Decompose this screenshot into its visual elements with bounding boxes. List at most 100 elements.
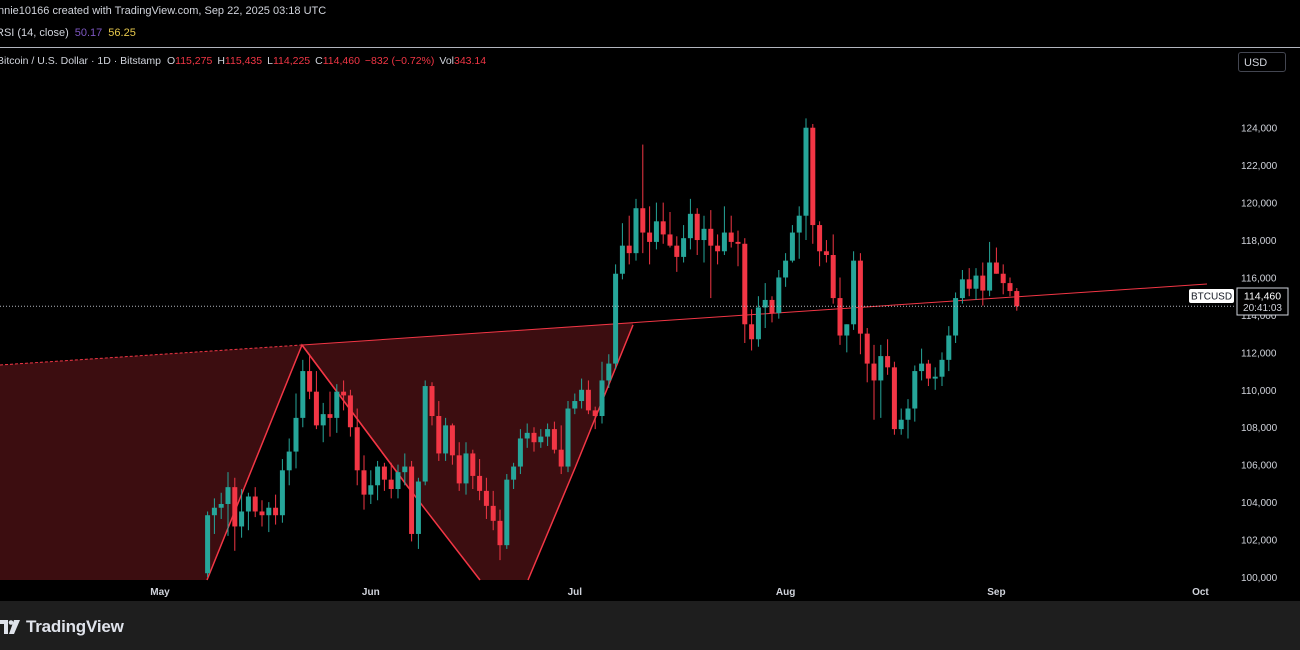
symbol-title[interactable]: Bitcoin / U.S. Dollar · 1D · Bitstamp [0, 55, 161, 67]
candle-body [796, 215, 802, 233]
candle-body [619, 245, 625, 274]
candle-body [463, 453, 469, 484]
candle-body [572, 401, 578, 409]
price-chart[interactable]: 100,000 102,000 104,000 106,000 108,000 110,0… [0, 0, 1300, 601]
candle-body [864, 333, 870, 364]
candle-body [449, 425, 455, 456]
open-label: O [166, 55, 176, 67]
candle-body [320, 414, 326, 426]
candle-body [273, 507, 279, 516]
price-axis[interactable]: 100,000 102,000 104,000 106,000 108,000 110,0… [1241, 124, 1278, 584]
high-label: H [217, 55, 225, 67]
candle-body [347, 395, 353, 428]
y-tick-label: 104,000 [1241, 498, 1278, 509]
candle-body [966, 279, 972, 289]
candle-body [830, 255, 836, 299]
candle-body [239, 511, 245, 527]
candle-body [878, 356, 884, 381]
ohlc-legend: Bitcoin / U.S. Dollar · 1D · Bitstamp O11… [0, 55, 491, 67]
rsi-indicator-row[interactable]: RSI (14, close) 50.17 56.25 [0, 27, 142, 39]
candle-body [300, 371, 306, 418]
candle-body [681, 238, 687, 257]
tradingview-logo-icon [0, 620, 20, 634]
candle-body [885, 356, 891, 368]
candle-body [443, 425, 449, 454]
candle-body [483, 490, 489, 506]
tradingview-logo[interactable]: TradingView [0, 617, 124, 637]
candle-body [925, 363, 931, 379]
close-value: 114,460 [322, 55, 360, 67]
candle-body [755, 307, 761, 340]
pattern-leg-mid[interactable] [301, 344, 409, 488]
footer-bar [0, 601, 1300, 650]
volume-value: 343.14 [454, 55, 487, 67]
y-tick-label: 108,000 [1241, 423, 1278, 434]
y-tick-label: 120,000 [1241, 199, 1278, 210]
candle-body [531, 432, 537, 443]
pattern-leg-right[interactable] [527, 324, 634, 581]
candle-body [953, 298, 959, 336]
candle-body [218, 503, 224, 508]
pane-separator[interactable] [0, 47, 1300, 48]
y-tick-label: 118,000 [1241, 236, 1277, 247]
y-tick-label: 110,000 [1241, 386, 1277, 397]
author-credit: nnie10166 created with TradingView.com, … [0, 5, 327, 17]
candle-body [857, 260, 863, 334]
candle-body [912, 371, 918, 409]
candle-body [715, 245, 721, 252]
pattern-line-trend[interactable] [301, 283, 1208, 346]
candle-body [987, 262, 993, 291]
candle-body [647, 232, 653, 242]
y-tick-label: 100,000 [1241, 573, 1278, 584]
candle-body [708, 228, 714, 246]
candle-body [293, 417, 299, 452]
candle-body [341, 391, 347, 396]
rsi-value-2: 56.25 [108, 27, 136, 39]
candle-body [585, 389, 591, 411]
pattern-line-dashed[interactable] [0, 344, 303, 366]
x-tick-label: Jun [362, 587, 380, 598]
symbol-tag: BTCUSD [1191, 292, 1232, 303]
candle-body [1007, 283, 1013, 292]
candle-body [517, 438, 523, 467]
candle-body [633, 208, 639, 254]
candle-body [905, 408, 911, 420]
countdown-tag: 20:41:03 [1243, 303, 1282, 314]
candle-body [381, 466, 387, 480]
candle-body [579, 389, 585, 402]
y-tick-label: 114,000 [1241, 311, 1277, 322]
watermark-bar: nnie10166 created with TradingView.com, … [0, 0, 1300, 24]
rsi-value-1: 50.17 [74, 27, 103, 39]
candle-body [837, 298, 843, 336]
candle-body [687, 213, 693, 239]
candle-body [429, 386, 435, 417]
candle-body [932, 376, 938, 379]
candle-body [898, 419, 904, 430]
x-tick-label: Jul [568, 587, 583, 598]
candle-body [776, 277, 782, 314]
candle-body [667, 234, 673, 246]
candle-body [545, 429, 551, 437]
candle-body [395, 472, 401, 490]
pattern-drawing[interactable] [0, 283, 1208, 581]
candle-body [613, 273, 619, 364]
candle-body [375, 466, 381, 486]
candle-body [653, 221, 659, 242]
candle-body [232, 487, 238, 527]
candle-body [266, 507, 272, 516]
currency-button[interactable]: USD [1238, 52, 1286, 72]
last-price-tag: 114,460 [1244, 291, 1281, 303]
candle-body [286, 451, 292, 471]
candle-body [1000, 273, 1006, 284]
candle-body [701, 228, 707, 241]
time-axis[interactable]: May Jun Jul Aug Sep Oct [150, 587, 1209, 598]
candle-body [511, 466, 517, 480]
candle-body [823, 251, 829, 256]
candles-layer [205, 118, 1020, 577]
candle-body [259, 511, 265, 516]
candle-body [211, 507, 217, 516]
candle-body [946, 335, 952, 360]
candle-body [470, 453, 476, 476]
open-value: 115,275 [175, 55, 213, 67]
symbol-tag-bg [1189, 289, 1234, 303]
